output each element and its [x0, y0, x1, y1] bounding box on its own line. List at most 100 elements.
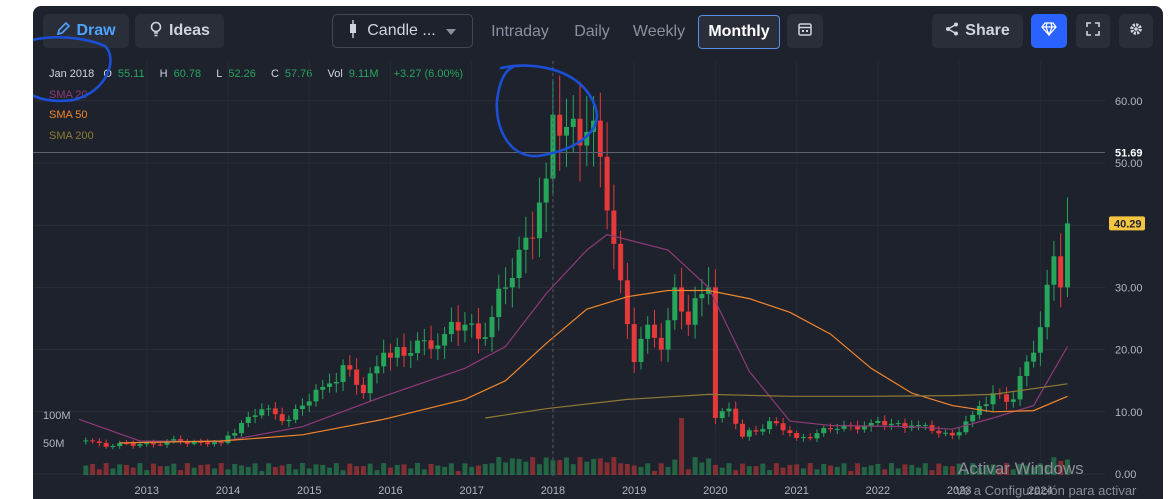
volume-bar — [381, 463, 387, 475]
candle-body — [279, 414, 285, 422]
volume-bar — [123, 464, 129, 475]
settings-button[interactable] — [1119, 14, 1153, 48]
x-tick-label: 2017 — [459, 485, 483, 497]
candle-body — [685, 311, 691, 325]
volume-bar — [848, 470, 854, 475]
candle-body — [1024, 361, 1030, 377]
volume-bar — [1058, 460, 1064, 475]
volume-bar — [455, 470, 461, 475]
volume-bar — [401, 464, 407, 475]
candle-body — [631, 324, 637, 363]
volume-bar — [103, 463, 109, 475]
candle-body — [665, 320, 671, 350]
candle-body — [733, 408, 739, 424]
fullscreen-button[interactable] — [1076, 14, 1110, 48]
candle-body — [327, 383, 333, 387]
volume-bar — [902, 464, 908, 475]
volume-bar — [218, 463, 224, 475]
volume-bar — [1051, 457, 1057, 475]
volume-bar — [415, 463, 421, 475]
chart-type-select[interactable]: Candle ... — [332, 14, 473, 48]
volume-bar — [469, 466, 475, 475]
volume-bar — [232, 463, 238, 475]
candle-body — [455, 321, 461, 331]
volume-bar — [293, 469, 299, 475]
date-range-button[interactable] — [787, 14, 823, 48]
volume-bar — [144, 470, 150, 475]
candle-body — [90, 440, 96, 442]
candle-body — [800, 437, 806, 439]
volume-bar — [773, 463, 779, 475]
volume-bar — [868, 465, 874, 475]
tab-daily[interactable]: Daily — [574, 23, 610, 40]
candle-body — [841, 424, 847, 429]
candle-body — [184, 441, 190, 444]
candle-body — [144, 443, 150, 445]
candle-body — [828, 428, 834, 430]
volume-bar — [821, 463, 827, 475]
volume-bar — [834, 466, 840, 475]
price-chart[interactable]: 51.690.0010.0020.0030.0040.0050.0060.004… — [33, 6, 1163, 499]
sma200-legend: SMA 200 — [49, 130, 94, 142]
candle-body — [469, 323, 475, 325]
x-tick-label: 2015 — [297, 485, 321, 497]
candle-body — [157, 444, 163, 446]
volume-bar — [679, 417, 685, 475]
candle-body — [1064, 223, 1070, 288]
candle-body — [442, 334, 448, 346]
volume-bar — [807, 463, 813, 475]
volume-bar — [205, 464, 211, 475]
volume-bar — [658, 463, 664, 475]
candle-body — [1058, 256, 1064, 288]
volume-bar — [536, 464, 542, 475]
volume-bar — [719, 467, 725, 475]
volume-bar — [327, 467, 333, 475]
volume-bar — [252, 463, 258, 475]
volume-bar — [875, 463, 881, 475]
premium-button[interactable] — [1031, 14, 1067, 48]
volume-bar — [225, 469, 231, 475]
candle-body — [232, 433, 238, 436]
volume-bar — [110, 468, 116, 475]
tab-intraday[interactable]: Intraday — [491, 23, 549, 40]
candle-body — [448, 321, 454, 335]
volume-bar — [943, 466, 949, 475]
volume-bar — [963, 470, 969, 475]
volume-bar — [130, 467, 136, 475]
volume-bar — [198, 464, 204, 475]
candlestick-icon — [349, 19, 357, 43]
candle-body — [360, 384, 366, 394]
candle-body — [306, 401, 312, 406]
candle-body — [239, 422, 245, 434]
volume-bar — [780, 467, 786, 475]
sma50-legend: SMA 50 — [49, 109, 88, 121]
candle-body — [570, 118, 576, 127]
candle-body — [1037, 327, 1043, 353]
share-label: Share — [965, 22, 1010, 39]
gear-icon — [1128, 21, 1144, 42]
x-tick-label: 2013 — [134, 485, 158, 497]
candle-body — [211, 442, 217, 445]
volume-bar — [523, 461, 529, 475]
ideas-button[interactable]: Ideas — [135, 14, 224, 48]
tab-monthly[interactable]: Monthly — [698, 15, 780, 49]
candle-body — [205, 442, 211, 445]
volume-bar — [435, 465, 441, 475]
candle-body — [543, 178, 549, 203]
volume-bar — [509, 458, 515, 475]
volume-bar — [428, 463, 434, 475]
candle-body — [320, 386, 326, 390]
draw-button[interactable]: Draw — [43, 14, 129, 48]
candle-body — [503, 287, 509, 289]
volume-bar — [272, 466, 278, 475]
share-button[interactable]: Share — [932, 14, 1023, 48]
volume-bar — [746, 466, 752, 475]
volume-bar — [90, 463, 96, 475]
candle-body — [381, 352, 387, 367]
volume-bar — [239, 465, 245, 475]
tab-weekly[interactable]: Weekly — [632, 23, 686, 40]
volume-bar — [740, 463, 745, 475]
volume-bar — [706, 458, 712, 475]
y-tick-label: 60.00 — [1115, 96, 1143, 108]
candle-body — [272, 408, 278, 415]
